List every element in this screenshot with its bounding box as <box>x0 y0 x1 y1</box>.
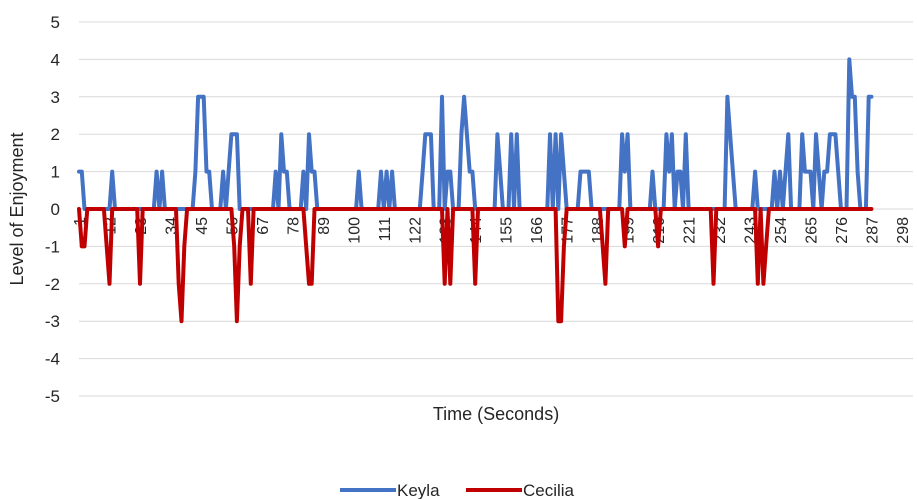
x-tick-label: 188 <box>590 217 607 244</box>
y-axis-title: Level of Enjoyment <box>7 132 27 285</box>
y-tick-label: 0 <box>51 200 60 219</box>
x-tick-label: 265 <box>803 217 820 244</box>
y-tick-label: 1 <box>51 163 60 182</box>
x-tick-label: 254 <box>773 217 790 244</box>
y-tick-label: -1 <box>45 237 60 256</box>
y-tick-label: -5 <box>45 387 60 406</box>
x-axis-title: Time (Seconds) <box>433 404 559 424</box>
x-tick-label: 177 <box>560 217 577 244</box>
legend: Keyla Cecilia <box>340 481 575 499</box>
x-tick-label: 221 <box>682 217 699 244</box>
x-tick-label: 166 <box>529 217 546 244</box>
y-tick-label: 5 <box>51 13 60 32</box>
x-tick-label: 78 <box>285 217 302 235</box>
y-axis-tick-labels: 5 4 3 2 1 0 -1 -2 -3 -4 -5 <box>45 13 60 406</box>
legend-label-keyla: Keyla <box>397 481 440 499</box>
series-line-cecilia <box>77 207 874 324</box>
x-tick-label: 111 <box>377 217 394 241</box>
x-tick-label: 298 <box>895 217 912 244</box>
x-tick-label: 100 <box>346 217 363 244</box>
y-tick-label: 4 <box>51 50 60 69</box>
y-tick-label: -2 <box>45 275 60 294</box>
y-tick-label: -4 <box>45 350 60 369</box>
x-tick-label: 45 <box>194 217 211 235</box>
legend-label-cecilia: Cecilia <box>523 481 575 499</box>
x-tick-label: 276 <box>834 217 851 244</box>
x-tick-label: 67 <box>255 217 272 235</box>
x-tick-label: 155 <box>499 217 516 244</box>
y-tick-label: 3 <box>51 88 60 107</box>
x-tick-label: 89 <box>316 217 333 235</box>
y-tick-label: 2 <box>51 125 60 144</box>
y-tick-label: -3 <box>45 312 60 331</box>
x-tick-label: 122 <box>407 217 424 244</box>
x-tick-label: 287 <box>864 217 881 244</box>
series-lines <box>77 57 874 324</box>
x-axis-tick-labels: 1 12 23 34 45 56 67 78 89 100 111 122 133 144 155 166 17… <box>72 217 912 244</box>
